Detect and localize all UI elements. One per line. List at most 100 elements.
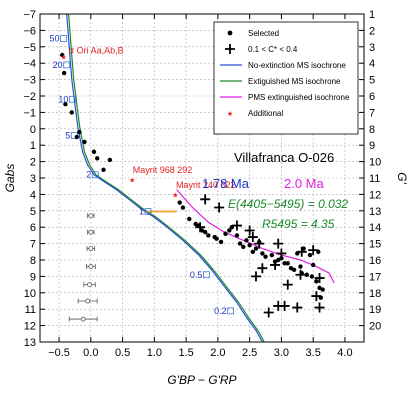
- y-tick-label-right: 7: [369, 107, 375, 119]
- x-tick-label: 1.0: [147, 347, 162, 359]
- x-tick-label: −0.5: [48, 347, 70, 359]
- y-tick-label-right: 4: [369, 58, 375, 70]
- mass-label: 0.5: [190, 270, 203, 280]
- error-bar-point: [85, 298, 91, 304]
- cross-point: [308, 245, 319, 256]
- selected-point: [61, 70, 67, 76]
- x-axis-label: G'BP − G'RP: [167, 373, 236, 387]
- y-tick-label-left: 0: [30, 124, 36, 136]
- additional-point: ★: [129, 177, 135, 185]
- y-tick-label-right: 1: [369, 9, 375, 21]
- y-tick-label-left: 6: [30, 222, 36, 234]
- cross-point: [263, 307, 274, 318]
- mass-marker: [227, 307, 234, 315]
- selected-point: [227, 228, 232, 233]
- cross-point: [273, 300, 284, 311]
- y-tick-label-right: 3: [369, 42, 375, 54]
- cross-point: [244, 225, 255, 236]
- cross-point: [292, 302, 303, 313]
- selected-point: [223, 231, 228, 236]
- legend-marker-plus: [225, 44, 235, 54]
- selected-point: [91, 149, 97, 154]
- axes: −0.5 0.0 0.5 1.0 1.5 2.0 2.5 3.0 3.5 4.0131211109…: [3, 9, 407, 387]
- isochrone-curves: [60, 13, 335, 343]
- selected-point: [60, 52, 65, 58]
- y-tick-label-right: 10: [369, 157, 381, 169]
- extinguished-ms-isochrone: [68, 13, 265, 343]
- y-tick-label-right: 16: [369, 255, 381, 267]
- age-magenta: 2.0 Ma: [284, 176, 325, 191]
- y-tick-label-right: 6: [369, 91, 375, 103]
- mass-marker: [63, 61, 71, 69]
- y-tick-label-left: 1: [30, 140, 36, 152]
- y-tick-label-right: 19: [369, 304, 381, 316]
- legend-label: PMS extinguished isochrone: [248, 93, 350, 102]
- selected-point: [63, 102, 68, 107]
- y-tick-label-left: 12: [24, 321, 36, 333]
- selected-point: [77, 129, 82, 135]
- y-tick-label-right: 2: [369, 25, 375, 37]
- selected-point: [180, 205, 186, 210]
- selected-point: [307, 252, 313, 258]
- label-sigma-ori: σ Ori Aa,Ab,B: [69, 45, 124, 55]
- cross-point: [276, 248, 287, 259]
- y-tick-label-left: −5: [23, 42, 36, 54]
- label-mayrit-240322: Mayrit 240 322: [176, 180, 236, 190]
- mass-marker: [60, 35, 67, 42]
- selected-point: [282, 261, 287, 266]
- selected-point: [298, 264, 303, 269]
- selected-point: [241, 244, 246, 250]
- y-tick-label-left: −6: [23, 25, 36, 37]
- x-tick-label: 0.5: [115, 347, 130, 359]
- age-blue: 1.78 Ma: [202, 176, 250, 191]
- y-tick-label-left: 11: [25, 304, 36, 316]
- cross-point: [257, 263, 268, 274]
- error-bar-point: [80, 316, 86, 322]
- legend: Selected 0.1 < C* < 0.4 No-extinction MS i…: [213, 21, 359, 135]
- data-points: ★ ★ ★: [60, 52, 325, 322]
- cross-point: [231, 220, 242, 231]
- selected-point: [107, 157, 113, 163]
- rv-label: R5495 = 4.35: [262, 217, 335, 231]
- legend-label: Additional: [248, 109, 283, 118]
- cross-point: [314, 273, 325, 284]
- legend-marker-star: ★: [227, 110, 233, 118]
- mass-label: 20: [53, 60, 63, 70]
- legend-label: 0.1 < C* < 0.4: [248, 45, 298, 54]
- error-bar-point: [88, 246, 94, 251]
- y-tick-label-left: −3: [23, 75, 36, 87]
- cross-point: [251, 271, 261, 282]
- y-tick-label-right: 11: [369, 173, 380, 185]
- chart-title: Villafranca O-026: [234, 150, 334, 165]
- y-tick-label-right: 14: [369, 222, 381, 234]
- selected-point: [206, 233, 211, 238]
- selected-point: [310, 262, 316, 268]
- selected-point: [285, 261, 290, 266]
- selected-point: [260, 251, 265, 256]
- y-tick-label-right: 20: [369, 321, 381, 333]
- y-tick-label-left: −1: [23, 107, 36, 119]
- error-bar-point: [87, 282, 92, 288]
- mass-label: 2: [86, 170, 91, 180]
- selected-point: [314, 279, 319, 284]
- selected-point: [202, 229, 208, 235]
- mass-label: 1: [139, 207, 144, 217]
- cross-point: [311, 291, 322, 302]
- extinction-label: E(4405−5495) = 0.032: [228, 197, 348, 211]
- error-bar-point: [88, 229, 94, 235]
- selected-point: [320, 287, 325, 292]
- mass-label: 0.2: [214, 306, 227, 316]
- y-tick-label-left: −2: [23, 91, 36, 103]
- cross-point: [214, 202, 225, 213]
- y-tick-label-left: 13: [24, 337, 36, 349]
- y-tick-label-left: 10: [24, 288, 36, 300]
- legend-box: [213, 21, 359, 135]
- y-tick-label-left: 3: [30, 173, 36, 185]
- selected-point: [101, 167, 106, 172]
- selected-point: [291, 267, 297, 273]
- cross-point: [270, 259, 281, 270]
- y-tick-label-left: −7: [23, 9, 36, 21]
- selected-point: [309, 274, 315, 279]
- mass-marker: [144, 208, 152, 216]
- y-tick-label-left: 2: [30, 157, 36, 169]
